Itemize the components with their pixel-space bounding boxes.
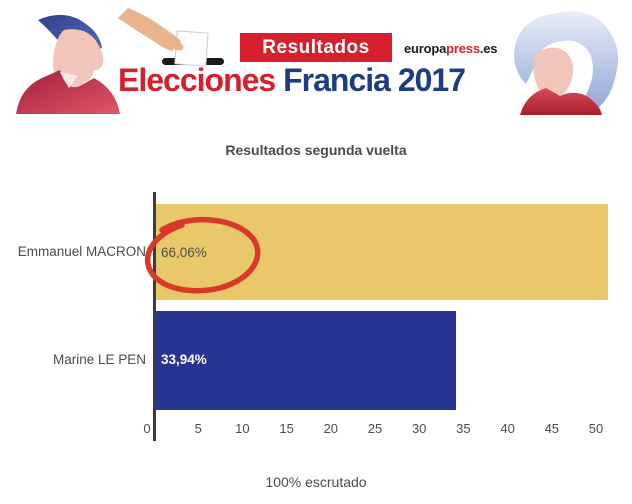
red-circle-annotation-icon <box>145 216 261 294</box>
x-axis: 0 5 10 15 20 25 30 35 40 45 50 <box>0 421 632 439</box>
chart-title: Resultados segunda vuelta <box>225 142 407 158</box>
x-tick-label: 15 <box>279 421 294 436</box>
x-tick-label: 50 <box>588 421 604 436</box>
election-title: Elecciones Francia 2017 <box>118 62 466 99</box>
logo-part-europa: europa <box>404 41 447 56</box>
x-tick-label: 5 <box>194 421 202 436</box>
x-tick-label: 25 <box>367 421 383 436</box>
x-tick-label: 20 <box>323 421 339 436</box>
value-label-le-pen: 33,94% <box>161 352 207 367</box>
logo-part-press: press <box>446 41 480 56</box>
title-francia-2017: Francia 2017 <box>283 62 466 98</box>
resultados-badge: Resultados <box>240 33 392 62</box>
value-label-macron: 66,06% <box>161 245 207 260</box>
y-axis-baseline <box>153 192 156 441</box>
logo-part-es: .es <box>479 41 498 56</box>
title-elecciones: Elecciones <box>118 62 276 98</box>
lepen-photo <box>514 11 618 115</box>
category-label-le-pen: Marine LE PEN <box>52 352 146 367</box>
ballot-box-icon <box>118 8 224 67</box>
resultados-badge-label: Resultados <box>262 36 370 58</box>
x-tick-label: 35 <box>456 421 471 436</box>
x-tick-label: 45 <box>544 421 560 436</box>
x-tick-label: 10 <box>235 421 250 436</box>
category-label-macron: Emmanuel MACRON <box>17 244 146 259</box>
bar-marine-le-pen <box>156 311 457 410</box>
x-tick-label: 0 <box>143 421 151 436</box>
europapress-logo: europapress.es <box>404 41 498 56</box>
macron-photo <box>16 14 120 114</box>
x-tick-label: 40 <box>500 421 515 436</box>
x-tick-label: 30 <box>411 421 427 436</box>
chart-footer: 100% escrutado <box>265 474 367 490</box>
